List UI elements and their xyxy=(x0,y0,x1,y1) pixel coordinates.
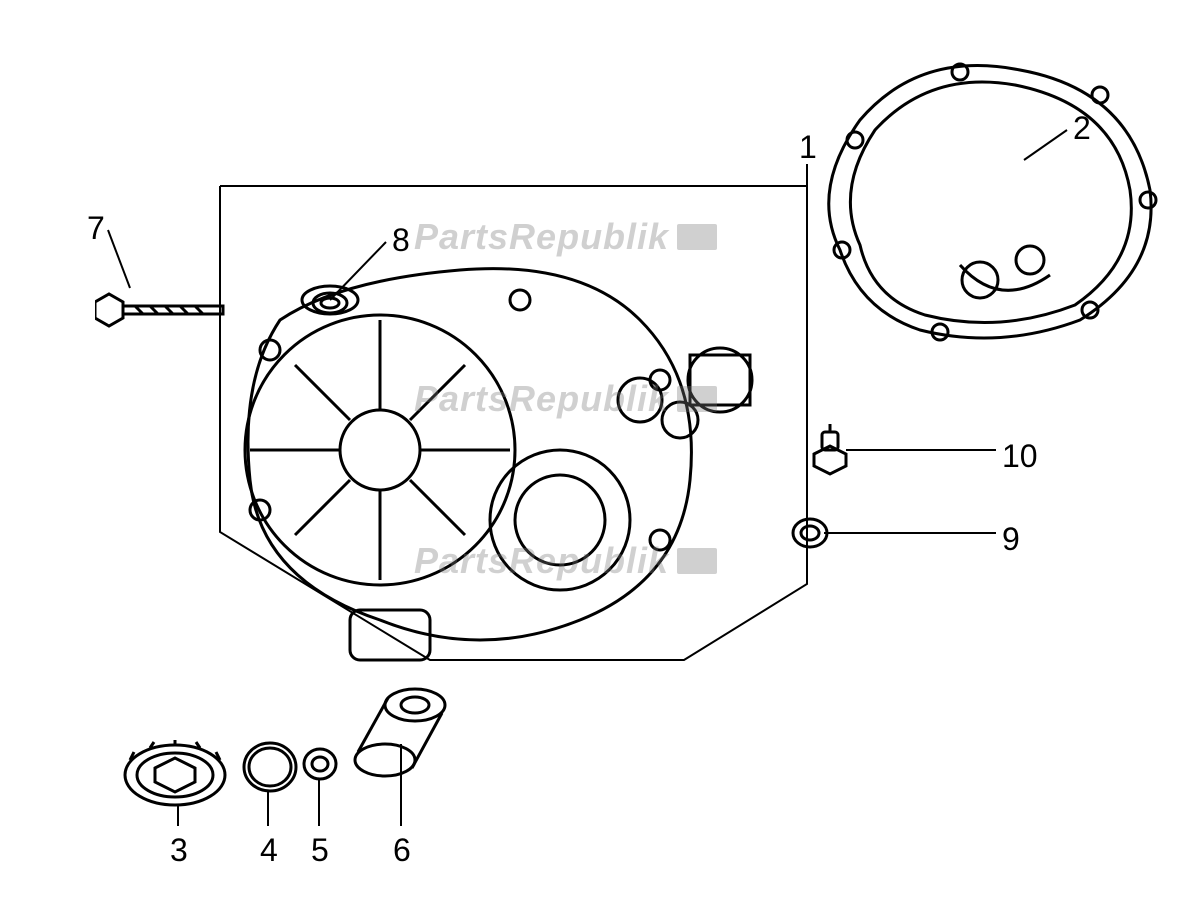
clutch-cover-assembly xyxy=(220,260,780,680)
watermark-3: PartsRepublik xyxy=(414,540,717,582)
callout-5: 5 xyxy=(311,834,329,866)
o-ring xyxy=(240,740,300,795)
oil-sight-glass xyxy=(310,290,350,316)
watermark-text: PartsRepublik xyxy=(414,378,669,420)
flag-icon xyxy=(677,224,717,250)
callout-10: 10 xyxy=(1002,440,1038,472)
callout-9: 9 xyxy=(1002,523,1020,555)
callout-7: 7 xyxy=(87,212,105,244)
watermark-text: PartsRepublik xyxy=(414,540,669,582)
temp-sensor xyxy=(800,420,860,480)
flag-icon xyxy=(677,548,717,574)
spring-washer xyxy=(300,745,340,783)
oil-filter xyxy=(350,680,450,780)
diagram-canvas: PartsRepublik PartsRepublik PartsRepubli… xyxy=(0,0,1204,903)
oil-filter-cover xyxy=(120,740,230,810)
callout-4: 4 xyxy=(260,834,278,866)
flag-icon xyxy=(677,386,717,412)
watermark-1: PartsRepublik xyxy=(414,216,717,258)
clutch-cover-gasket xyxy=(800,50,1170,350)
callout-8: 8 xyxy=(392,224,410,256)
watermark-2: PartsRepublik xyxy=(414,378,717,420)
callout-2: 2 xyxy=(1073,112,1091,144)
callout-3: 3 xyxy=(170,834,188,866)
callout-6: 6 xyxy=(393,834,411,866)
callout-1: 1 xyxy=(799,131,817,163)
bolt xyxy=(95,290,235,330)
sealing-washer xyxy=(790,515,830,551)
watermark-text: PartsRepublik xyxy=(414,216,669,258)
